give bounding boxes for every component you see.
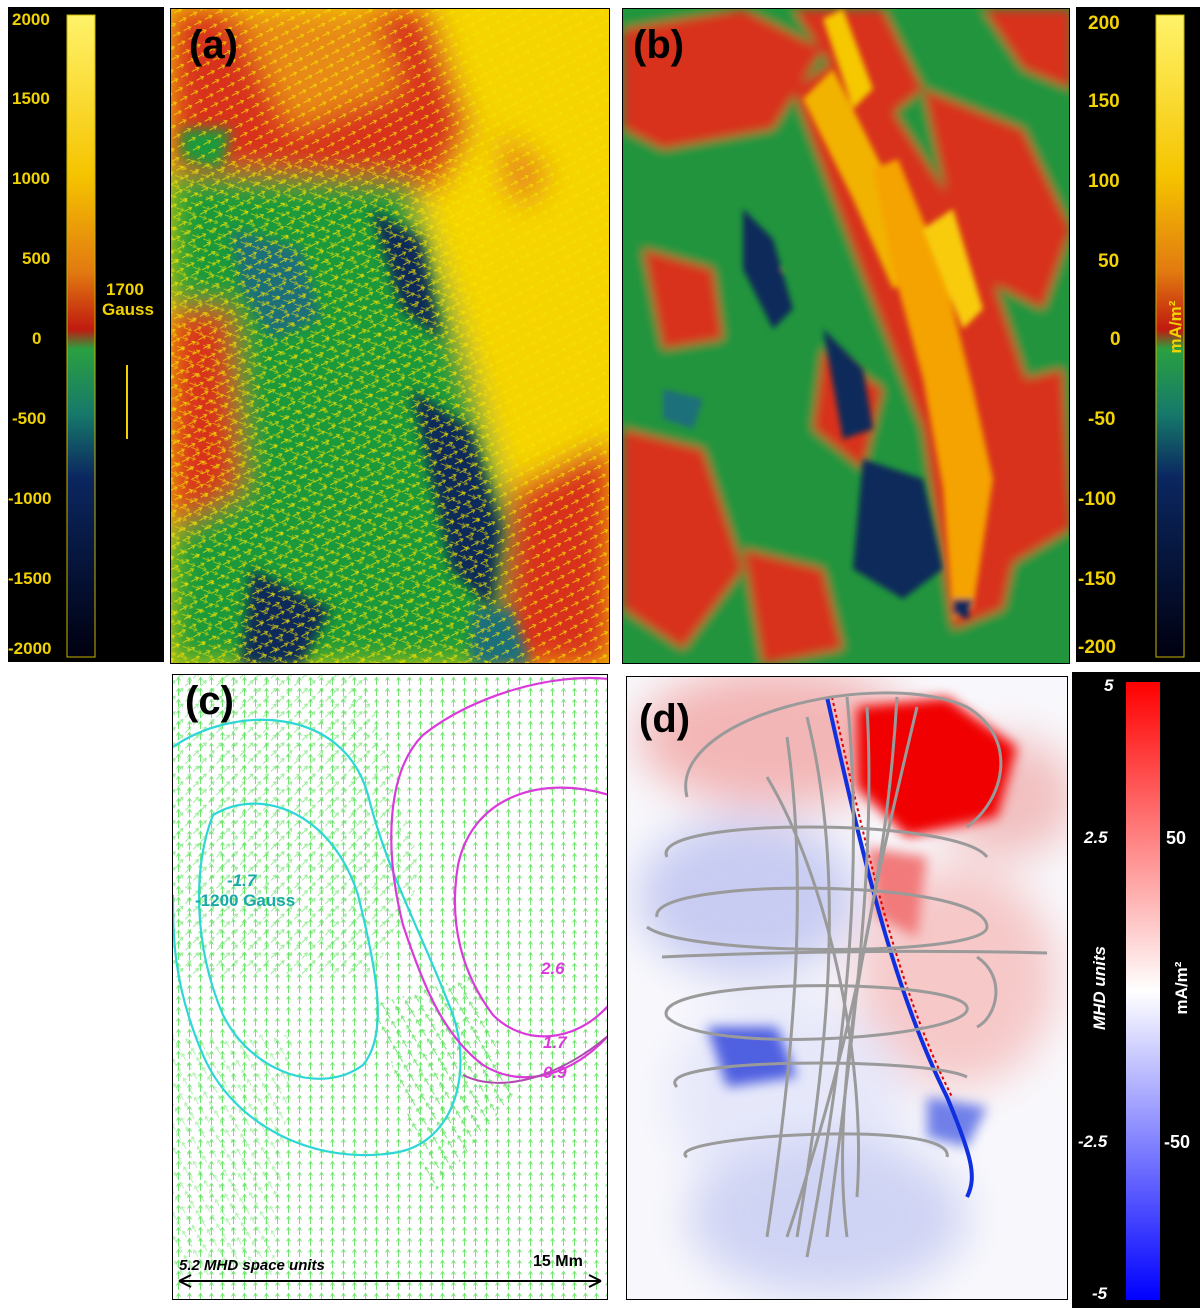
colorbar-b: 200 150 100 50 0 -50 -100 -150 -200 mA/m…: [1076, 7, 1200, 662]
contour-label-cyan-value: -1.7: [227, 871, 257, 890]
cbar-d-right-tick: 100: [1160, 678, 1191, 698]
scale-arrow-left-head: [178, 1274, 192, 1288]
contour-label-magenta-3: 0.9: [543, 1063, 567, 1082]
panel-b-map: [623, 9, 1069, 663]
cbar-b-tick: -150: [1078, 569, 1117, 590]
cbar-b-tick: 200: [1088, 13, 1120, 34]
cbar-b-tick: -200: [1078, 637, 1117, 658]
panel-a-map: [171, 9, 609, 663]
contour-magenta-low: [462, 1035, 607, 1084]
cbar-d-left-tick: -5: [1092, 1284, 1108, 1303]
cbar-a-tick: 1000: [12, 169, 50, 188]
contour-cyan-outer: [173, 718, 462, 1157]
cbar-b-tick: -100: [1078, 489, 1117, 510]
scale-bar-value: 1700: [106, 280, 144, 299]
panel-a-label: (a): [189, 23, 238, 67]
panel-d-label: (d): [639, 697, 691, 741]
scale-label-mm: 15 Mm: [533, 1253, 583, 1270]
scale-label-mhd: 5.2 MHD space units: [179, 1257, 325, 1274]
cbar-d-right-title: mA/m²: [1172, 961, 1191, 1015]
colorbar-d: 5 2.5 -2.5 -5 100 50 -50 -100 MHD units …: [1072, 672, 1200, 1308]
colorbar-a: 2000 1500 1000 500 0 -500 -1000 -1500 -2…: [8, 7, 164, 662]
panel-c-label: (c): [185, 679, 234, 723]
cbar-d-left-tick: -2.5: [1078, 1132, 1108, 1151]
contour-magenta-outer: [390, 676, 607, 1079]
panel-a-magnetogram: (a): [170, 8, 610, 664]
colorbar-b-graphic: [1155, 14, 1185, 658]
cbar-a-tick: 2000: [12, 10, 50, 29]
cbar-a-tick: 0: [32, 329, 42, 348]
colorbar-a-graphic: [66, 14, 128, 658]
panel-b-current-density: (b): [622, 8, 1070, 664]
panel-d-field-lines: (d): [626, 676, 1068, 1300]
contour-label-magenta-1: 2.6: [541, 959, 565, 978]
cbar-d-right-tick: -50: [1164, 1132, 1191, 1152]
contour-magenta-inner: [453, 786, 607, 1038]
panel-d-plot: [637, 677, 1067, 1297]
cbar-b-unit: mA/m²: [1166, 300, 1185, 354]
colorbar-d-graphic: [1126, 682, 1160, 1300]
cbar-a-tick: -1000: [8, 489, 52, 508]
panel-c-plot: [173, 675, 607, 1299]
cbar-d-left-title: MHD units: [1090, 945, 1109, 1031]
cbar-a-tick: -2000: [8, 639, 52, 658]
cbar-b-tick: 150: [1088, 91, 1120, 112]
cbar-b-tick: 100: [1088, 171, 1120, 192]
field-lines: [646, 691, 1048, 1258]
cbar-a-tick: 1500: [12, 89, 50, 108]
contour-label-magenta-2: 1.7: [543, 1033, 567, 1052]
cbar-b-tick: -50: [1088, 409, 1116, 430]
cbar-b-tick: 0: [1110, 329, 1121, 350]
contour-cyan-inner: [197, 802, 379, 1080]
scale-arrow-right-head: [588, 1274, 602, 1288]
cbar-d-left-tick: 2.5: [1084, 828, 1108, 847]
current-sheet-red: [831, 696, 953, 1098]
cbar-d-right-tick: -100: [1160, 1284, 1197, 1304]
cbar-a-tick: -500: [12, 409, 47, 428]
cbar-a-tick: -1500: [8, 569, 52, 588]
cbar-b-tick: 50: [1098, 251, 1120, 272]
cbar-d-right-tick: 50: [1166, 828, 1187, 848]
panel-c-vector-field: (c) -1.7 -1200 Gauss 2.6 1.7 0.9 5.2 MHD…: [172, 674, 608, 1300]
cbar-a-tick: 500: [22, 249, 51, 268]
panel-b-label: (b): [633, 23, 685, 67]
contour-label-cyan-gauss: -1200 Gauss: [195, 891, 296, 910]
cbar-d-left-tick: 5: [1104, 676, 1114, 695]
scale-bar-unit: Gauss: [102, 300, 154, 319]
